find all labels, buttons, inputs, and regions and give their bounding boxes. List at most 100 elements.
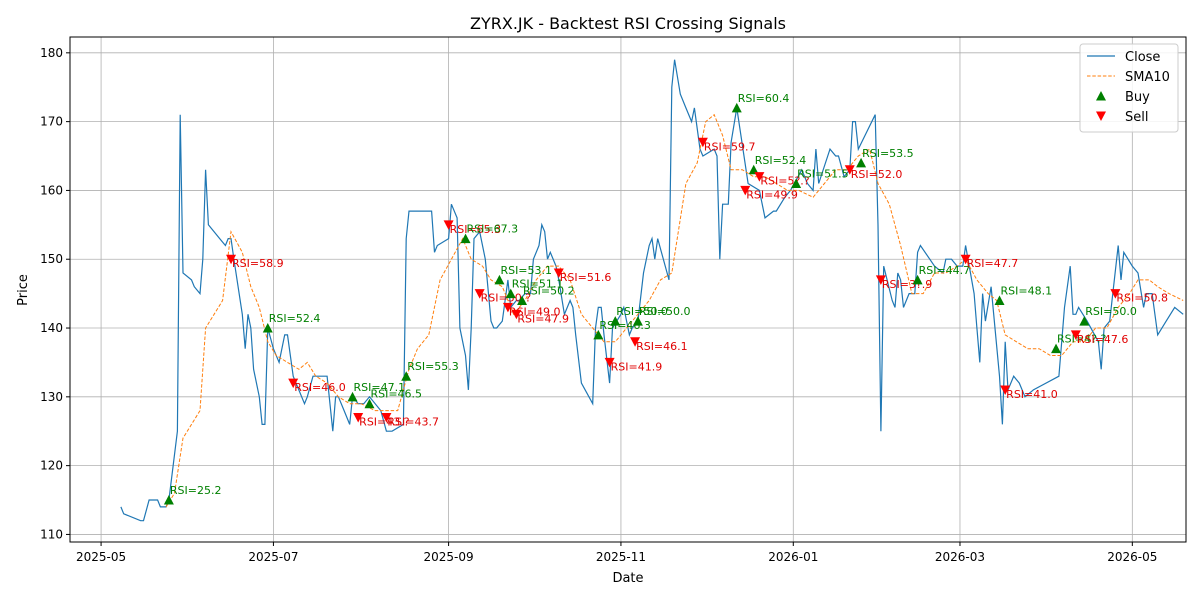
sell-annotation: RSI=47.6 [1077, 333, 1129, 346]
series-line-close [120, 59, 1184, 522]
buy-annotation: RSI=52.4 [269, 312, 321, 325]
buy-annotation: RSI=55.3 [407, 360, 459, 373]
buy-annotation: RSI=51.5 [797, 168, 849, 181]
buy-marker [632, 316, 643, 326]
sell-annotation: RSI=59.7 [704, 140, 756, 153]
legend-label-sma10: SMA10 [1125, 70, 1170, 85]
sell-marker [381, 412, 392, 423]
y-tick-label: 140 [40, 321, 63, 335]
y-tick-label: 180 [40, 46, 63, 60]
buy-annotation: RSI=46.3 [599, 319, 651, 332]
sell-marker [226, 254, 237, 265]
legend-box [1079, 43, 1179, 133]
buy-annotation: RSI=67.3 [467, 223, 519, 236]
sell-marker [1000, 385, 1011, 395]
series-line-sma10 [165, 113, 1184, 508]
legend-label-close: Close [1125, 50, 1160, 65]
sell-annotation: RSI=47.7 [967, 257, 1019, 270]
sell-marker [353, 412, 364, 423]
sell-marker [1070, 330, 1081, 340]
buy-annotation: RSI=50.0 [639, 305, 691, 318]
y-tick-label: 130 [40, 390, 63, 404]
buy-marker [731, 102, 742, 113]
legend-label-sell: Sell [1125, 110, 1148, 125]
sell-marker [443, 220, 454, 230]
sell-annotation: RSI=49.0 [509, 305, 561, 318]
buy-annotation: RSI=48.1 [1001, 285, 1053, 298]
sell-annotation: RSI=65.3 [450, 223, 502, 236]
buy-marker [912, 274, 923, 285]
buy-annotation: RSI=50.0 [616, 305, 668, 318]
sell-annotation: RSI=43.? [359, 415, 410, 428]
sell-annotation: RSI=46.0 [294, 381, 346, 394]
signal-layer: RSI=25.2 RSI=58.9 RSI=52.4 RSI=46.0 RSI=47.1… [163, 92, 1168, 505]
buy-marker [593, 329, 604, 340]
legend-label-buy: Buy [1125, 90, 1150, 105]
buy-marker [460, 233, 471, 244]
sell-marker [844, 165, 855, 175]
y-tick-label: 170 [40, 115, 63, 129]
y-axis-label: Price [16, 274, 31, 306]
x-tick-label: 2026-01 [768, 550, 818, 564]
x-tick-label: 2026-05 [1107, 550, 1157, 564]
x-tick-label: 2025-09 [424, 550, 474, 564]
y-tick-label: 110 [40, 527, 63, 541]
sell-marker [604, 357, 615, 368]
sell-marker [960, 254, 971, 265]
sell-marker [1110, 289, 1121, 299]
buy-marker [1051, 343, 1062, 354]
sell-marker [630, 337, 641, 347]
buy-annotation: RSI=47.1 [354, 381, 406, 394]
legend-swatch-buy [1096, 91, 1106, 101]
buy-marker [791, 178, 802, 189]
sell-annotation: RSI=3?.9 [882, 278, 932, 291]
sell-marker [511, 309, 522, 320]
buy-annotation: RSI=53.5 [862, 147, 914, 160]
chart-title: ZYRX.JK - Backtest RSI Crossing Signals [470, 14, 786, 33]
buy-marker [1079, 316, 1090, 326]
sell-marker [740, 185, 751, 196]
sell-annotation: RSI=43.7 [387, 415, 439, 428]
ticks: 2025-05 2025-07 2025-09 2025-11 2026-01 2026-… [40, 46, 1157, 564]
x-tick-label: 2026-03 [935, 550, 985, 564]
buy-annotation: RSI=50.2 [523, 285, 575, 298]
grid [70, 37, 1186, 542]
y-tick-label: 120 [40, 459, 63, 473]
x-axis-label: Date [612, 571, 643, 586]
y-tick-label: 150 [40, 252, 63, 266]
x-tick-label: 2025-07 [248, 550, 298, 564]
buy-marker [262, 323, 273, 333]
series-layer [120, 59, 1184, 522]
sell-marker [875, 275, 886, 285]
buy-annotation: RSI=51.1 [512, 278, 564, 291]
legend: Close SMA10 Buy Sell [1079, 43, 1179, 133]
buy-annotation: RSI=52.4 [755, 154, 807, 167]
sell-marker [288, 378, 299, 389]
x-tick-label: 2025-05 [76, 550, 126, 564]
buy-annotation: RSI=44.7 [919, 264, 971, 277]
y-tick-label: 160 [40, 183, 63, 197]
buy-annotation: RSI=46.5 [370, 388, 422, 401]
buy-marker [401, 371, 412, 381]
buy-marker [610, 316, 621, 326]
sell-annotation: RSI=47.9 [517, 312, 569, 325]
buy-annotation: RSI=50.0 [1085, 305, 1137, 318]
buy-annotation: RSI=60.4 [738, 92, 790, 105]
buy-marker [994, 295, 1005, 306]
x-tick-label: 2025-11 [596, 550, 646, 564]
buy-marker [517, 295, 528, 306]
sell-marker [754, 172, 765, 182]
buy-marker [364, 398, 375, 409]
sell-marker [697, 137, 708, 148]
sell-annotation: RSI=50.8 [1116, 292, 1168, 305]
plot-frame [69, 36, 1187, 543]
sell-annotation: RSI=41.9 [611, 360, 663, 373]
sell-annotation: RSI=51.6 [560, 271, 612, 284]
buy-marker [856, 157, 867, 168]
legend-swatch-sell [1096, 111, 1106, 121]
sell-marker [474, 289, 485, 299]
buy-annotation: RSI=25.2 [170, 484, 222, 497]
buy-marker [748, 164, 759, 175]
